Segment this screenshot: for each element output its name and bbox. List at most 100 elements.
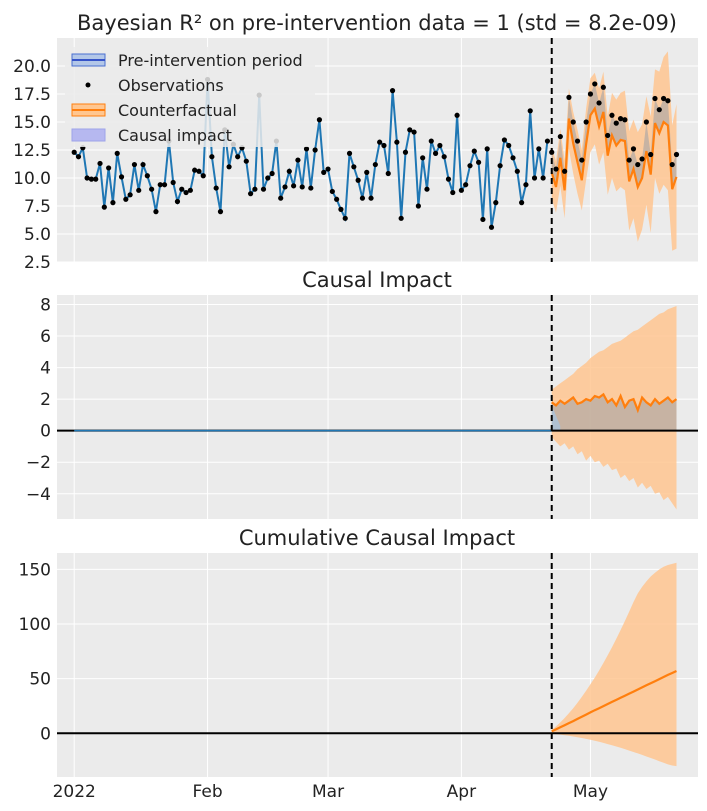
chart-title-main: Bayesian R² on pre-intervention data = 1… xyxy=(77,11,677,35)
observation-point xyxy=(566,94,572,100)
counterfactual-band xyxy=(551,51,677,251)
observation-point xyxy=(183,189,189,196)
y-tick-label: 5.0 xyxy=(24,225,51,245)
observation-point xyxy=(312,147,318,153)
observation-point xyxy=(463,182,469,188)
observation-point xyxy=(351,164,357,170)
observation-point xyxy=(531,175,538,181)
observation-point xyxy=(402,149,409,155)
observation-point xyxy=(381,142,387,149)
observation-point xyxy=(334,196,340,202)
observation-point xyxy=(609,112,615,118)
observation-point xyxy=(570,119,576,125)
series-line-cumulative-impact xyxy=(551,670,677,733)
observation-point xyxy=(93,176,99,182)
legend: Pre-intervention period Observations Cou… xyxy=(65,47,315,147)
observation-point xyxy=(553,166,559,172)
panel-cumulative: 0 50 100 150 Cumulative Causal Impact 2022 F… xyxy=(19,526,698,802)
observation-point xyxy=(247,191,254,197)
chart-title-cumulative: Cumulative Causal Impact xyxy=(239,526,515,550)
plot-area-cumulative xyxy=(57,553,698,777)
y-tick-label: 6 xyxy=(40,327,51,347)
observation-point xyxy=(488,224,495,230)
observation-point xyxy=(652,95,658,102)
chart-title-causal-impact: Causal Impact xyxy=(302,268,452,292)
observation-point xyxy=(669,161,675,168)
observation-point xyxy=(445,176,452,182)
observation-point xyxy=(420,155,426,161)
observation-point xyxy=(308,185,314,191)
observation-point xyxy=(475,159,482,165)
observation-point xyxy=(519,200,525,206)
observation-point xyxy=(635,161,641,168)
observation-point xyxy=(144,173,150,179)
observation-point xyxy=(527,108,533,114)
x-tick-label: May xyxy=(573,782,608,802)
observation-point xyxy=(536,146,542,152)
observation-point xyxy=(179,186,185,192)
x-tick-labels: 2022 Feb Mar Apr May xyxy=(53,782,608,802)
observation-point xyxy=(617,116,624,122)
observation-point xyxy=(613,120,619,126)
panel-causal-impact: −4 −2 0 2 4 6 8 Causal Impact xyxy=(26,268,698,519)
legend-label-pre: Pre-intervention period xyxy=(118,51,303,70)
observation-point xyxy=(437,142,443,149)
observation-point xyxy=(592,81,598,87)
y-tick-label: −2 xyxy=(26,453,51,473)
observation-point xyxy=(389,88,396,94)
observation-point xyxy=(673,151,680,158)
observation-point xyxy=(140,161,146,168)
observation-point xyxy=(260,186,267,192)
observation-point xyxy=(394,139,400,145)
y-tick-label: 7.5 xyxy=(24,197,51,217)
observation-point xyxy=(118,174,125,180)
legend-label-counterfactual: Counterfactual xyxy=(118,101,237,120)
series-line-counterfactual xyxy=(550,105,678,191)
observation-point xyxy=(540,175,546,181)
observation-point xyxy=(622,117,628,123)
legend-label-observations: Observations xyxy=(118,76,224,95)
observation-point xyxy=(291,183,297,189)
observation-point xyxy=(359,195,366,201)
y-tick-label: 50 xyxy=(29,670,51,690)
series-line-pointwise-impact xyxy=(551,392,678,414)
y-tick-label: 8 xyxy=(40,295,51,315)
observation-point xyxy=(441,154,447,160)
observation-point xyxy=(514,168,520,174)
observation-point xyxy=(557,133,563,140)
legend-box xyxy=(65,47,315,147)
legend-marker-observations xyxy=(85,82,91,88)
y-tick-labels-main: 2.5 5.0 7.5 10.0 12.5 15.0 17.5 20.0 xyxy=(13,57,51,273)
y-tick-label: 10.0 xyxy=(13,169,51,189)
observation-point xyxy=(226,164,232,170)
observation-point xyxy=(209,154,215,160)
observation-point xyxy=(75,154,82,160)
observation-point xyxy=(411,129,417,135)
observation-point xyxy=(269,170,275,177)
observation-point xyxy=(346,150,353,156)
y-tick-labels-cumulative: 0 50 100 150 xyxy=(19,560,51,744)
observation-point xyxy=(321,169,327,175)
observation-point xyxy=(484,146,490,152)
observation-point xyxy=(523,182,529,188)
observation-point xyxy=(493,200,499,206)
observation-point xyxy=(161,182,168,188)
observation-point xyxy=(243,158,249,164)
y-tick-label: 150 xyxy=(19,560,51,580)
observation-point xyxy=(648,151,654,158)
observation-point xyxy=(368,195,374,201)
y-tick-label: 17.5 xyxy=(13,85,51,105)
observation-point xyxy=(316,117,323,123)
observation-point xyxy=(299,184,305,190)
observation-point xyxy=(282,184,288,190)
x-tick-label: 2022 xyxy=(53,782,96,802)
observation-point xyxy=(149,186,155,192)
observation-point xyxy=(136,187,142,193)
observation-point xyxy=(630,146,637,152)
observation-point xyxy=(428,138,434,144)
chart-marks-cumulative xyxy=(57,553,698,777)
observation-point xyxy=(157,182,163,188)
observation-point xyxy=(501,137,508,143)
y-tick-label: 4 xyxy=(40,359,51,379)
